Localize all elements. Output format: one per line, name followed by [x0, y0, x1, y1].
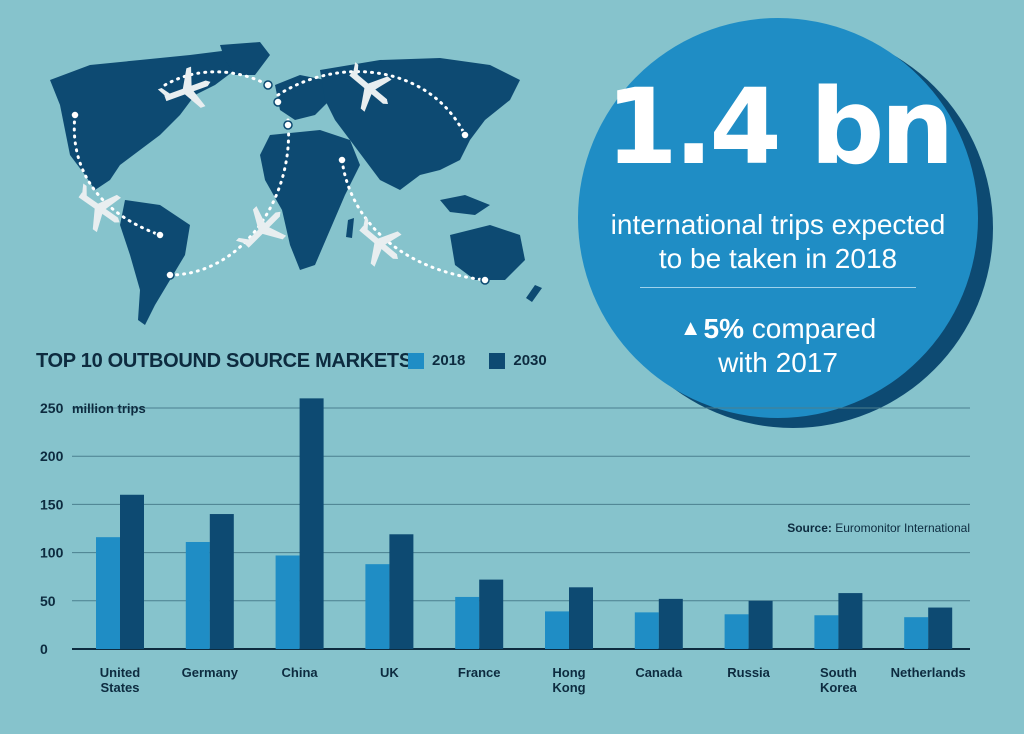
bar-2018: [185, 541, 210, 649]
x-tick-label: UK: [380, 665, 399, 680]
world-map-icon: [50, 42, 542, 325]
x-tick-label: South Korea: [820, 665, 858, 695]
headline-subtitle-line2: to be taken in 2018: [658, 242, 898, 274]
bar-2030: [120, 494, 144, 649]
x-tick-label-line: France: [458, 665, 501, 680]
bar-2018: [814, 615, 839, 649]
bar-2018: [634, 612, 659, 649]
change-value: 5%: [703, 313, 744, 344]
x-tick-label-line: Korea: [820, 680, 858, 695]
bar-2018: [724, 614, 749, 649]
x-tick-label: China: [282, 665, 319, 680]
triangle-up-icon: ▲: [679, 315, 702, 340]
bar-2018: [545, 611, 569, 649]
headline-value: 1.4 bn: [605, 66, 955, 188]
x-tick-label-line: South: [820, 665, 857, 680]
legend-label-2030: 2030: [513, 352, 547, 369]
bar-2030: [299, 398, 324, 649]
legend-label-2018: 2018: [432, 352, 466, 369]
change-text-line2: with 2017: [718, 346, 838, 378]
x-tick-label-line: Hong: [552, 665, 585, 680]
x-tick-label: France: [458, 665, 501, 680]
bar-2018: [904, 617, 929, 649]
source-label: Source:: [787, 521, 832, 535]
headline-change: ▲5% compared with 2017: [578, 312, 978, 379]
bar-2018: [365, 564, 390, 649]
x-tick-label: United States: [100, 665, 141, 695]
stat-circle: [578, 18, 978, 418]
bar-2030: [389, 534, 414, 649]
headline-subtitle: international trips expected to be taken…: [578, 208, 978, 275]
x-tick-label-line: Canada: [635, 665, 683, 680]
bar-2030: [569, 587, 593, 649]
source-value: Euromonitor International: [835, 521, 970, 535]
x-tick-label-line: Netherlands: [891, 665, 966, 680]
y-tick-label: 50: [40, 593, 56, 609]
bar-2030: [209, 514, 234, 649]
bar-2030: [748, 600, 773, 649]
airplane-icon: [78, 62, 402, 267]
bar-2018: [275, 555, 300, 649]
bar-2018: [96, 537, 120, 649]
bar-2030: [658, 598, 683, 649]
headline-subtitle-line1: international trips expected: [610, 209, 946, 240]
change-text-line1: compared: [743, 313, 877, 344]
x-tick-label: Russia: [727, 665, 770, 680]
chart-title: TOP 10 OUTBOUND SOURCE MARKETS: [36, 350, 412, 372]
x-tick-label-line: United: [100, 665, 141, 680]
y-tick-label: 0: [40, 641, 48, 657]
x-tick-label-line: Kong: [552, 680, 585, 695]
bar-2030: [928, 607, 953, 649]
bar-2018: [455, 596, 480, 649]
y-tick-label: 200: [40, 448, 64, 464]
x-tick-label-line: States: [100, 680, 139, 695]
stat-divider: [640, 287, 916, 288]
source-note: Source: Euromonitor International: [787, 521, 970, 535]
legend-item-2018: 2018: [408, 352, 465, 369]
y-tick-label: 100: [40, 545, 64, 561]
x-tick-label-line: UK: [380, 665, 399, 680]
x-tick-label: Netherlands: [891, 665, 966, 680]
x-tick-label-line: China: [282, 665, 319, 680]
y-tick-label: 250: [40, 400, 64, 416]
y-axis-label: million trips: [72, 401, 146, 416]
x-tick-label-line: Germany: [182, 665, 239, 680]
x-tick-label: Hong Kong: [552, 665, 585, 695]
legend-item-2030: 2030: [489, 352, 547, 369]
bar-chart: 0 50 100 150 200 250 million trips United States…: [40, 398, 970, 695]
x-tick-label: Canada: [635, 665, 683, 680]
bar-2030: [838, 593, 863, 649]
legend-swatch-2030: [489, 352, 506, 369]
x-tick-label-line: Russia: [727, 665, 770, 680]
y-tick-label: 150: [40, 496, 64, 512]
x-tick-label: Germany: [182, 665, 239, 680]
chart-legend: 2018 2030: [408, 352, 561, 369]
bar-2030: [479, 579, 504, 649]
legend-swatch-2018: [408, 352, 424, 369]
